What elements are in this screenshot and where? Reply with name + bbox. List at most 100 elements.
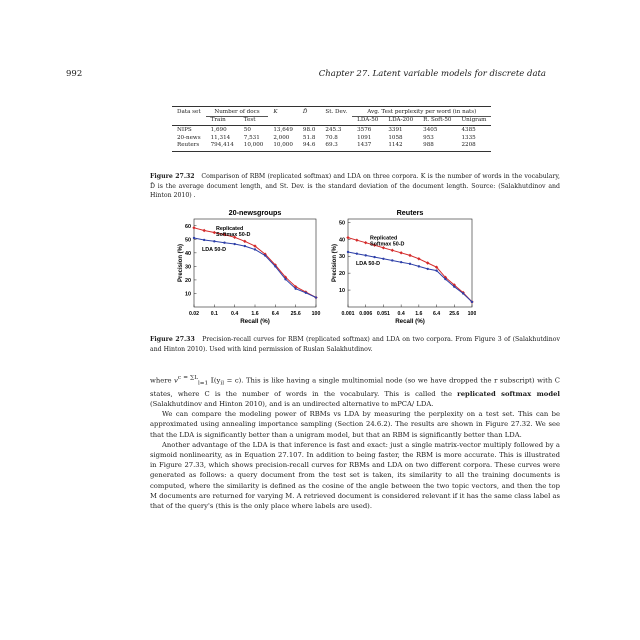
col-header-dataset: Data set — [172, 105, 206, 117]
y-axis-label: Precision (%) — [178, 244, 184, 282]
y-tick-label: 40 — [339, 237, 345, 243]
col-header-num-docs: Number of docs — [205, 105, 269, 117]
cell-dataset: Reuters — [172, 141, 206, 153]
x-axis-label: Recall (%) — [240, 318, 270, 325]
x-tick-label: 6.4 — [272, 311, 279, 317]
data-point — [364, 254, 367, 257]
page-number: 992 — [66, 69, 83, 79]
col-header-perplexity: Avg. Test perplexity per word (in nats) — [352, 105, 492, 117]
cell-std: 245.3 — [320, 125, 353, 135]
blank-cell — [268, 117, 298, 126]
text-run: where — [150, 376, 175, 385]
x-tick-label: 0.051 — [377, 311, 390, 317]
cell-d: 94.6 — [297, 141, 321, 153]
y-tick-label: 60 — [185, 224, 191, 230]
data-point — [426, 261, 430, 265]
plot-frame — [347, 218, 473, 308]
x-tick-label: 6.4 — [433, 311, 440, 317]
math-run: v — [174, 376, 178, 385]
cell-std: 70.8 — [325, 134, 338, 141]
y-tick-label: 20 — [185, 278, 191, 284]
table-row: Reuters 794,414 10,000 10,000 94.6 69.3 … — [172, 141, 492, 153]
data-point — [372, 243, 377, 247]
data-point — [233, 242, 236, 246]
y-tick-label: 10 — [339, 288, 345, 294]
data-point — [364, 240, 368, 245]
data-point — [253, 248, 257, 251]
perplexity-table: Data set Number of docs K D̄ St. Dev. Av… — [172, 105, 492, 153]
col-header-d-text: D̄ — [302, 109, 308, 116]
x-tick-label: 100 — [312, 311, 321, 317]
data-point — [408, 262, 412, 266]
data-point — [223, 241, 226, 244]
cell-rsoft: 3405 — [418, 125, 457, 135]
data-point — [284, 278, 287, 281]
cell-rsoft: 988 — [418, 141, 457, 153]
figure-label: Figure 27.33 — [150, 336, 195, 343]
blank-cell — [298, 117, 320, 126]
cell-unigram: 1335 — [461, 134, 476, 141]
figure-label: Figure 27.32 — [150, 173, 195, 180]
cell-rsoft: 953 — [423, 134, 434, 141]
cell-dataset: 20-news — [177, 134, 201, 141]
data-point — [408, 253, 412, 258]
col-header-test: Test — [238, 116, 269, 126]
paragraph: Another advantage of the LDA is that inf… — [150, 440, 560, 511]
math-run: L — [194, 375, 198, 381]
cell-k: 13,649 — [268, 125, 298, 135]
data-point — [263, 254, 267, 257]
series-label: Softmax 50-D — [216, 232, 251, 238]
data-point — [304, 291, 308, 294]
data-point — [444, 277, 447, 281]
data-point — [314, 296, 318, 299]
math-run: l=1 — [198, 380, 209, 387]
data-point — [192, 236, 196, 240]
col-header-rsoft50: R. Soft-50 — [418, 116, 457, 126]
cell-lda50: 3576 — [352, 125, 384, 135]
x-axis-label: Recall (%) — [395, 318, 425, 325]
cell-train: 794,414 — [205, 141, 239, 153]
defined-term: replicated softmax model — [457, 389, 560, 398]
col-header-lda50: LDA-50 — [352, 116, 384, 126]
x-tick-label: 1.6 — [251, 311, 258, 317]
cell-unigram: 2208 — [456, 141, 492, 153]
data-point — [426, 267, 429, 271]
col-header-k-text: K — [273, 109, 278, 116]
data-point — [346, 235, 350, 240]
data-point — [382, 257, 385, 260]
cell-d: 98.0 — [297, 125, 321, 135]
table-row: 20-news 11,314 7,531 2,000 51.8 70.8 109… — [172, 135, 491, 142]
x-tick-label: 100 — [468, 311, 476, 317]
math-run: il — [220, 380, 225, 387]
cell-lda200: 1058 — [388, 134, 403, 141]
paragraph: where vc = ∑Ll=1 𝕀(yil = c). This is lik… — [150, 373, 560, 409]
data-point — [399, 260, 403, 264]
figure-caption-27-32: Figure 27.32 Comparison of RBM (replicat… — [150, 172, 560, 201]
x-tick-label: 0.001 — [342, 311, 355, 317]
cell-k: 10,000 — [268, 141, 298, 153]
data-point — [243, 244, 247, 248]
data-point — [470, 300, 474, 304]
cell-train: 11,314 — [210, 134, 231, 141]
text-run: (Salakhutdinov and Hinton 2010), and is … — [150, 400, 434, 409]
running-head: Chapter 27. Latent variable models for d… — [318, 69, 546, 79]
y-tick-label: 10 — [185, 291, 191, 297]
data-point — [435, 269, 438, 272]
cell-unigram: 4385 — [456, 125, 492, 135]
col-header-train: Train — [205, 116, 239, 126]
table-header-row: Data set Number of docs K D̄ St. Dev. Av… — [172, 105, 492, 117]
x-tick-label: 0.1 — [211, 311, 218, 317]
cell-k: 2,000 — [273, 134, 290, 141]
data-point — [461, 292, 465, 295]
data-point — [373, 255, 376, 259]
series-line — [347, 251, 473, 303]
cell-d: 51.8 — [302, 134, 316, 141]
series-line — [347, 237, 473, 303]
cell-test: 10,000 — [238, 141, 269, 153]
y-tick-label: 50 — [185, 237, 191, 243]
col-header-unigram: Unigram — [456, 116, 492, 126]
series-label: LDA 50-D — [202, 247, 226, 253]
series-label: Replicated — [216, 226, 243, 232]
data-point — [381, 246, 386, 250]
